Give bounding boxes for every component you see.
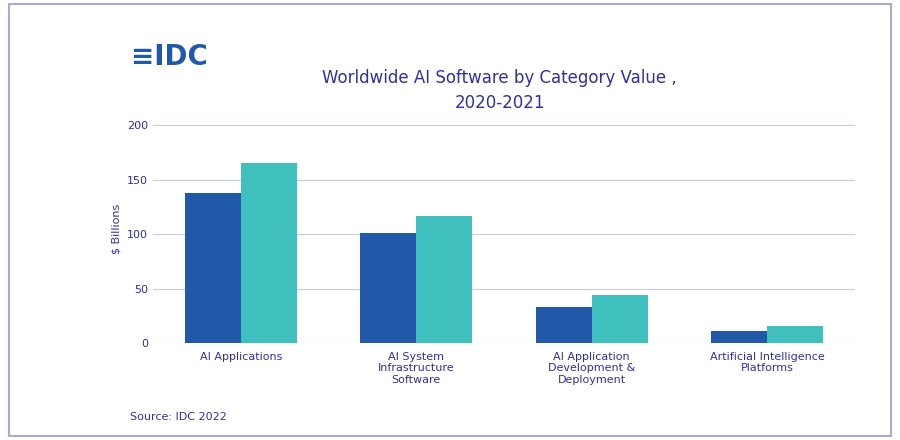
Bar bbox=[591, 295, 648, 343]
Bar bbox=[417, 216, 473, 343]
Bar bbox=[767, 326, 824, 343]
Bar bbox=[711, 331, 767, 343]
Legend: 2020, 2021: 2020, 2021 bbox=[449, 436, 559, 440]
Text: ≡IDC: ≡IDC bbox=[130, 43, 207, 71]
Text: Source: IDC 2022: Source: IDC 2022 bbox=[130, 412, 228, 422]
Text: Worldwide AI Software by Category Value ,
2020-2021: Worldwide AI Software by Category Value … bbox=[322, 69, 677, 112]
Bar bbox=[536, 307, 591, 343]
Bar bbox=[360, 233, 417, 343]
Bar bbox=[241, 163, 297, 343]
Bar bbox=[184, 193, 241, 343]
Y-axis label: $ Billions: $ Billions bbox=[112, 204, 122, 254]
